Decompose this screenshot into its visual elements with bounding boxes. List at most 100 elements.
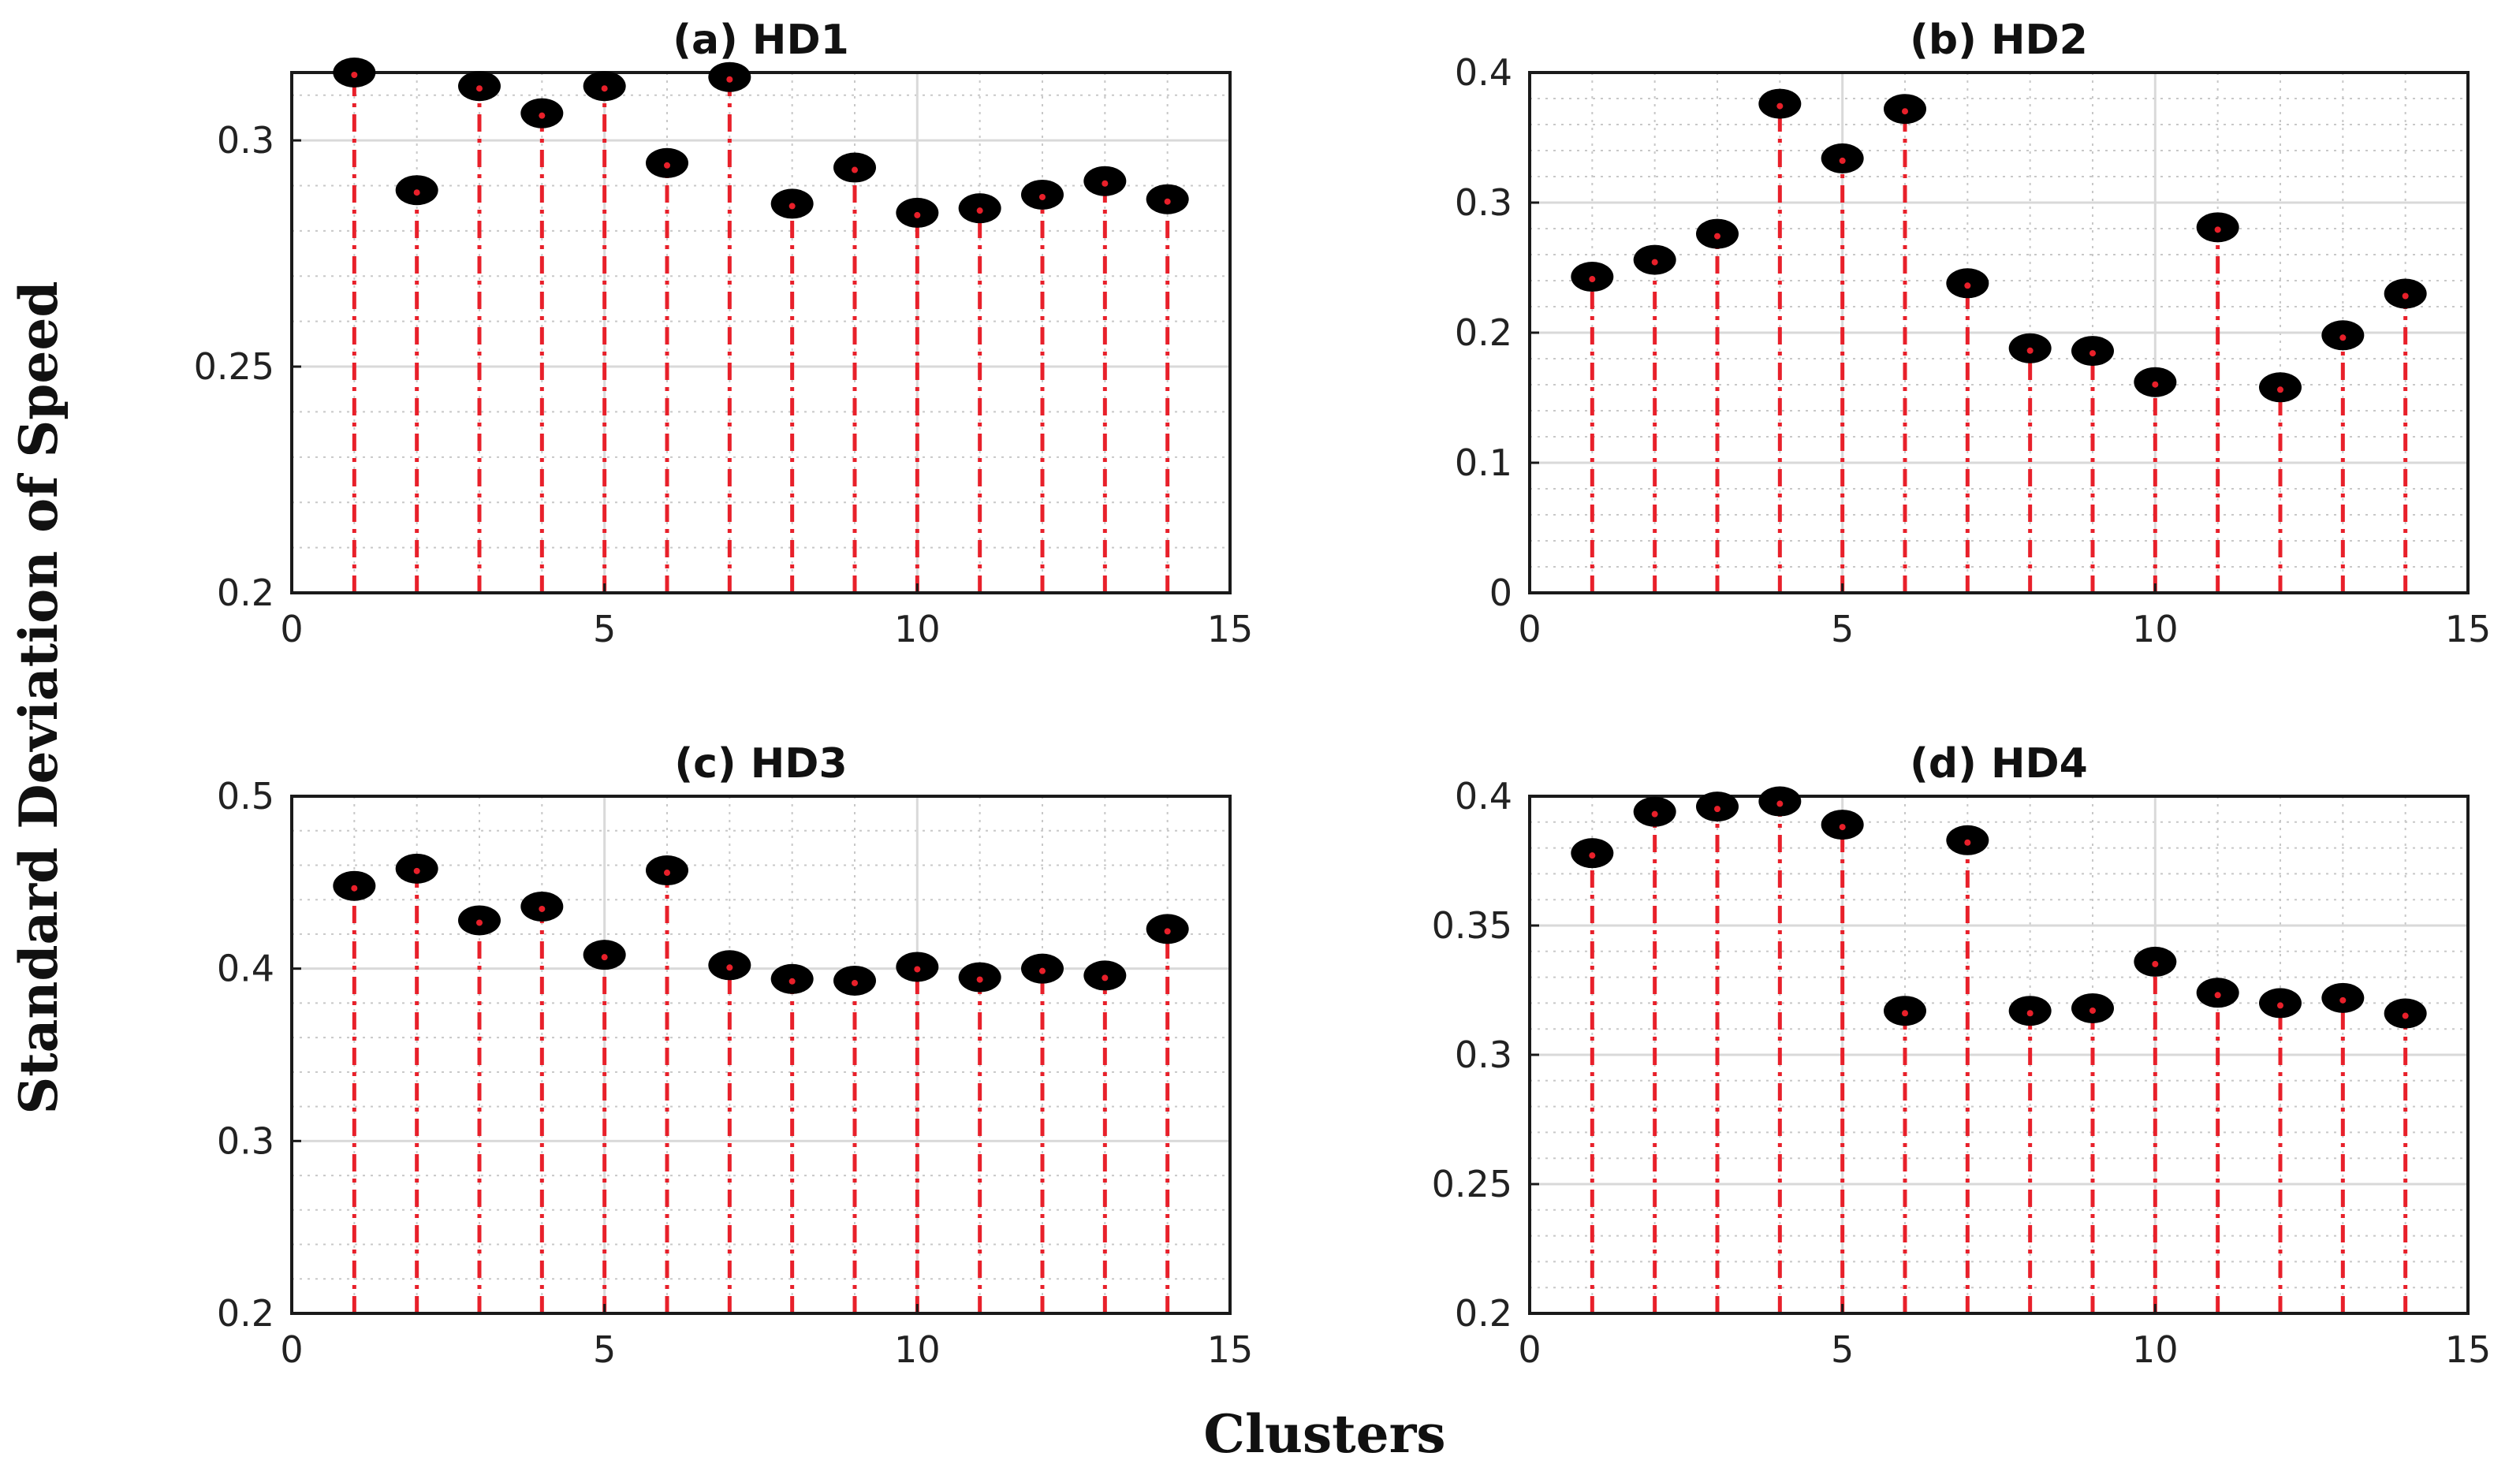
- data-point-center-11: [2214, 992, 2221, 999]
- data-point-center-8: [2026, 1010, 2034, 1017]
- data-point-center-9: [852, 979, 858, 986]
- x-tick-label: 5: [1831, 1328, 1854, 1371]
- y-axis-title: Standard Deviation of Speed: [8, 281, 69, 1115]
- chart-panel-4: 0 5 10 15 0.2 0.25 0.3 0.35 0.4 (d) HD4: [1432, 740, 2492, 1371]
- data-point-center-6: [664, 870, 670, 877]
- data-point-center-13: [2339, 334, 2347, 341]
- data-point-center-2: [413, 189, 420, 196]
- x-tick-label: 0: [280, 1328, 303, 1371]
- x-tick-label: 15: [1207, 608, 1254, 650]
- data-point-center-9: [2089, 1007, 2096, 1014]
- data-point-center-12: [1039, 967, 1046, 974]
- data-point-center-5: [1839, 824, 1846, 831]
- y-tick-label: 0.25: [194, 345, 274, 388]
- data-point-center-7: [1964, 282, 1971, 289]
- data-point-center-13: [1102, 180, 1109, 187]
- data-point-center-1: [1589, 852, 1596, 859]
- data-point-center-14: [2402, 1012, 2409, 1019]
- chart-title: (a) HD1: [673, 17, 849, 64]
- y-tick-label: 0.2: [1455, 311, 1512, 354]
- data-point-center-11: [976, 976, 983, 983]
- data-point-center-4: [1776, 800, 1784, 807]
- y-tick-label: 0.3: [217, 119, 274, 162]
- y-tick-label: 0.4: [1455, 51, 1512, 94]
- data-point-center-3: [476, 85, 483, 92]
- data-point-center-7: [726, 76, 733, 83]
- data-point-center-1: [1589, 276, 1596, 283]
- x-tick-label: 0: [1518, 1328, 1541, 1371]
- x-tick-label: 10: [894, 608, 941, 650]
- y-tick-label: 0.1: [1455, 441, 1512, 484]
- y-tick-label: 0.2: [217, 572, 274, 614]
- plot-area: [292, 796, 1230, 1313]
- y-tick-label: 0.2: [217, 1292, 274, 1335]
- data-point-center-4: [1776, 102, 1784, 110]
- data-point-center-9: [2089, 350, 2096, 357]
- data-point-center-10: [914, 211, 921, 218]
- x-tick-label: 10: [2132, 608, 2179, 650]
- y-tick-label: 0.2: [1455, 1292, 1512, 1335]
- x-tick-label: 5: [1831, 608, 1854, 650]
- data-point-center-12: [1039, 193, 1046, 200]
- data-point-center-13: [1102, 974, 1109, 981]
- data-point-center-14: [1164, 928, 1171, 935]
- data-point-center-3: [1714, 806, 1720, 813]
- data-point-center-4: [539, 112, 546, 119]
- data-point-center-12: [2277, 386, 2283, 393]
- data-point-center-1: [351, 885, 358, 892]
- data-point-center-11: [976, 207, 983, 214]
- chart-panel-1: 0 5 10 15 0.2 0.25 0.3 (a) HD1: [194, 17, 1254, 650]
- x-tick-label: 0: [280, 608, 303, 650]
- axes-frame: [290, 71, 1232, 594]
- chart-title: (b) HD2: [1910, 17, 2088, 64]
- data-point-center-11: [2214, 226, 2221, 233]
- y-tick-label: 0.25: [1432, 1163, 1512, 1205]
- data-point-center-5: [1839, 157, 1846, 164]
- data-point-center-9: [852, 166, 858, 173]
- chart-panel-2: 0 5 10 15 0 0.1 0.2 0.3 0.4 (b) HD2: [1455, 17, 2491, 650]
- chart-title: (c) HD3: [674, 740, 847, 788]
- x-tick-label: 5: [593, 608, 616, 650]
- y-tick-label: 0.5: [217, 775, 274, 818]
- data-point-center-8: [788, 203, 796, 210]
- data-point-center-6: [1902, 108, 1908, 115]
- data-point-center-3: [1714, 233, 1720, 240]
- data-point-center-2: [413, 867, 420, 874]
- data-point-center-2: [1651, 259, 1658, 266]
- x-axis-title: Clusters: [1203, 1403, 1445, 1465]
- plot-area: [292, 73, 1230, 593]
- x-tick-label: 15: [1207, 1328, 1254, 1371]
- x-tick-label: 10: [894, 1328, 941, 1371]
- data-point-center-5: [601, 954, 608, 961]
- y-tick-label: 0.4: [1455, 775, 1512, 818]
- data-point-center-14: [1164, 198, 1171, 205]
- data-point-center-1: [351, 72, 358, 78]
- data-point-center-3: [476, 919, 483, 926]
- data-point-center-6: [664, 162, 670, 169]
- data-point-center-10: [914, 966, 921, 973]
- y-tick-label: 0.35: [1432, 904, 1512, 947]
- data-point-center-13: [2339, 996, 2347, 1004]
- y-tick-label: 0.4: [217, 948, 274, 990]
- data-point-center-6: [1902, 1010, 1908, 1017]
- data-point-center-12: [2277, 1002, 2283, 1009]
- data-point-center-8: [788, 978, 796, 985]
- data-point-center-5: [601, 85, 608, 92]
- data-point-center-4: [539, 905, 546, 912]
- x-tick-label: 5: [593, 1328, 616, 1371]
- axes-frame: [290, 795, 1232, 1315]
- data-point-center-10: [2152, 960, 2159, 967]
- data-point-center-2: [1651, 810, 1658, 818]
- y-tick-label: 0: [1489, 572, 1512, 614]
- x-tick-label: 15: [2445, 608, 2492, 650]
- chart-panel-3: 0 5 10 15 0.2 0.3 0.4 0.5 (c) HD3: [217, 740, 1253, 1371]
- y-tick-label: 0.3: [217, 1119, 274, 1162]
- data-point-center-7: [1964, 839, 1971, 846]
- data-point-center-8: [2026, 347, 2034, 354]
- data-point-center-10: [2152, 381, 2159, 388]
- data-point-center-14: [2402, 292, 2409, 300]
- x-tick-label: 15: [2445, 1328, 2492, 1371]
- x-tick-label: 10: [2132, 1328, 2179, 1371]
